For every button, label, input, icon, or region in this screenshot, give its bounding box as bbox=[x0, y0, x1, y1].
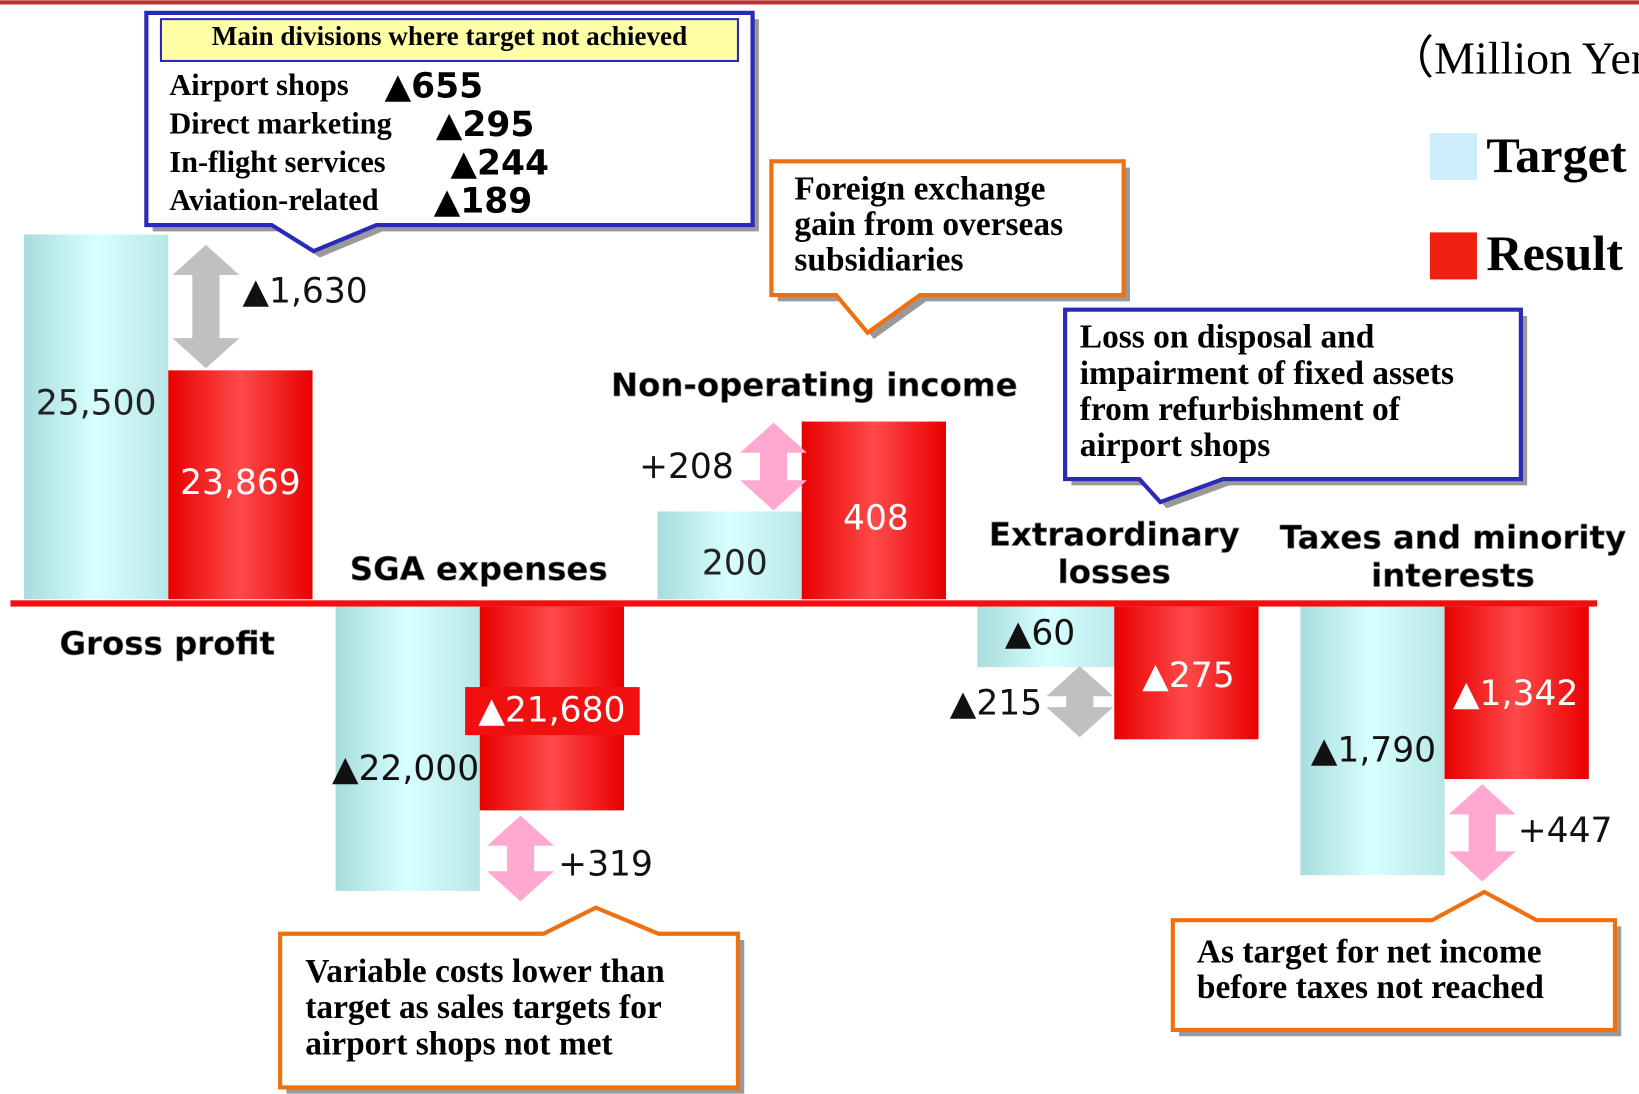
legend-swatch bbox=[1429, 133, 1477, 181]
callout-text: Variable costs lower than bbox=[305, 953, 665, 990]
result-label-box bbox=[465, 687, 640, 736]
callout-box bbox=[144, 10, 755, 254]
group-title: Non-operating income bbox=[611, 366, 1018, 404]
result-bar bbox=[1444, 606, 1589, 780]
result-bar bbox=[1114, 606, 1259, 740]
group-title: SGA expenses bbox=[350, 550, 608, 588]
target-bar bbox=[335, 606, 480, 891]
callout-header-text: Main divisions where target not achieved bbox=[212, 21, 687, 51]
result-label: ▲1,342 bbox=[1453, 674, 1578, 714]
difference-label: ▲1,630 bbox=[243, 271, 368, 311]
result-label: 23,869 bbox=[180, 463, 301, 503]
difference-label: +447 bbox=[1518, 811, 1613, 851]
callout-text: gain from overseas bbox=[794, 206, 1063, 243]
callout-text: airport shops bbox=[1080, 427, 1270, 464]
difference-label: ▲215 bbox=[950, 683, 1042, 723]
target-bar bbox=[657, 511, 802, 600]
group-title: losses bbox=[1058, 553, 1171, 591]
callout-header bbox=[159, 18, 740, 62]
unit: （Million Yen） bbox=[1388, 33, 1639, 84]
target-label: ▲60 bbox=[1005, 613, 1075, 653]
callout-text: airport shops not met bbox=[305, 1025, 612, 1062]
callout-text: Loss on disposal and bbox=[1080, 319, 1375, 356]
target-bar bbox=[1300, 606, 1445, 876]
division-name: In-flight services bbox=[169, 145, 385, 179]
callout-text: subsidiaries bbox=[794, 241, 963, 278]
division-value: ▲295 bbox=[436, 105, 535, 145]
difference-arrow bbox=[487, 815, 554, 902]
difference-arrow bbox=[172, 244, 240, 369]
bars bbox=[24, 234, 1589, 902]
group-title: Extraordinary bbox=[989, 516, 1240, 554]
legend-label: Result bbox=[1486, 225, 1623, 281]
callout-box bbox=[1170, 889, 1618, 1033]
callout-box bbox=[769, 159, 1126, 336]
result-bar bbox=[168, 370, 313, 600]
callout-box bbox=[1063, 307, 1523, 505]
division-name: Aviation-related bbox=[169, 183, 378, 217]
callout-text: before taxes not reached bbox=[1197, 969, 1544, 1006]
target-bar bbox=[24, 234, 169, 600]
difference-arrow bbox=[1046, 666, 1114, 738]
difference-arrow bbox=[1448, 784, 1516, 882]
target-label: ▲1,790 bbox=[1311, 730, 1436, 770]
target-label: 25,500 bbox=[36, 383, 157, 423]
division-value: ▲189 bbox=[434, 182, 533, 222]
top-border bbox=[0, 0, 1639, 5]
result-label: ▲275 bbox=[1142, 656, 1234, 696]
target-label: ▲22,000 bbox=[332, 749, 479, 789]
division-name: Direct marketing bbox=[169, 106, 391, 140]
result-label: 408 bbox=[843, 498, 909, 538]
group-title: Gross profit bbox=[59, 624, 275, 662]
target-bar bbox=[977, 606, 1122, 668]
callout-text: from refurbishment of bbox=[1080, 391, 1401, 428]
callout-text: impairment of fixed assets bbox=[1080, 355, 1454, 392]
callout-box bbox=[278, 905, 741, 1090]
group-title: Taxes and minority bbox=[1280, 519, 1626, 557]
result-bar bbox=[801, 421, 946, 600]
legend-label: Target bbox=[1486, 127, 1627, 183]
callout-text: As target for net income bbox=[1197, 933, 1542, 970]
target-label: 200 bbox=[702, 543, 768, 583]
difference-arrow bbox=[740, 422, 807, 511]
division-value: ▲655 bbox=[385, 67, 484, 107]
difference-label: +208 bbox=[639, 447, 734, 487]
callout-text: target as sales targets for bbox=[305, 989, 662, 1026]
legend-swatch bbox=[1429, 232, 1477, 280]
division-name: Airport shops bbox=[169, 68, 348, 102]
division-value: ▲244 bbox=[451, 143, 550, 183]
baseline bbox=[10, 600, 1598, 607]
result-label: ▲21,680 bbox=[478, 691, 625, 731]
callout-text: Foreign exchange bbox=[794, 170, 1045, 207]
difference-label: +319 bbox=[558, 844, 653, 884]
group-title: interests bbox=[1371, 556, 1535, 594]
